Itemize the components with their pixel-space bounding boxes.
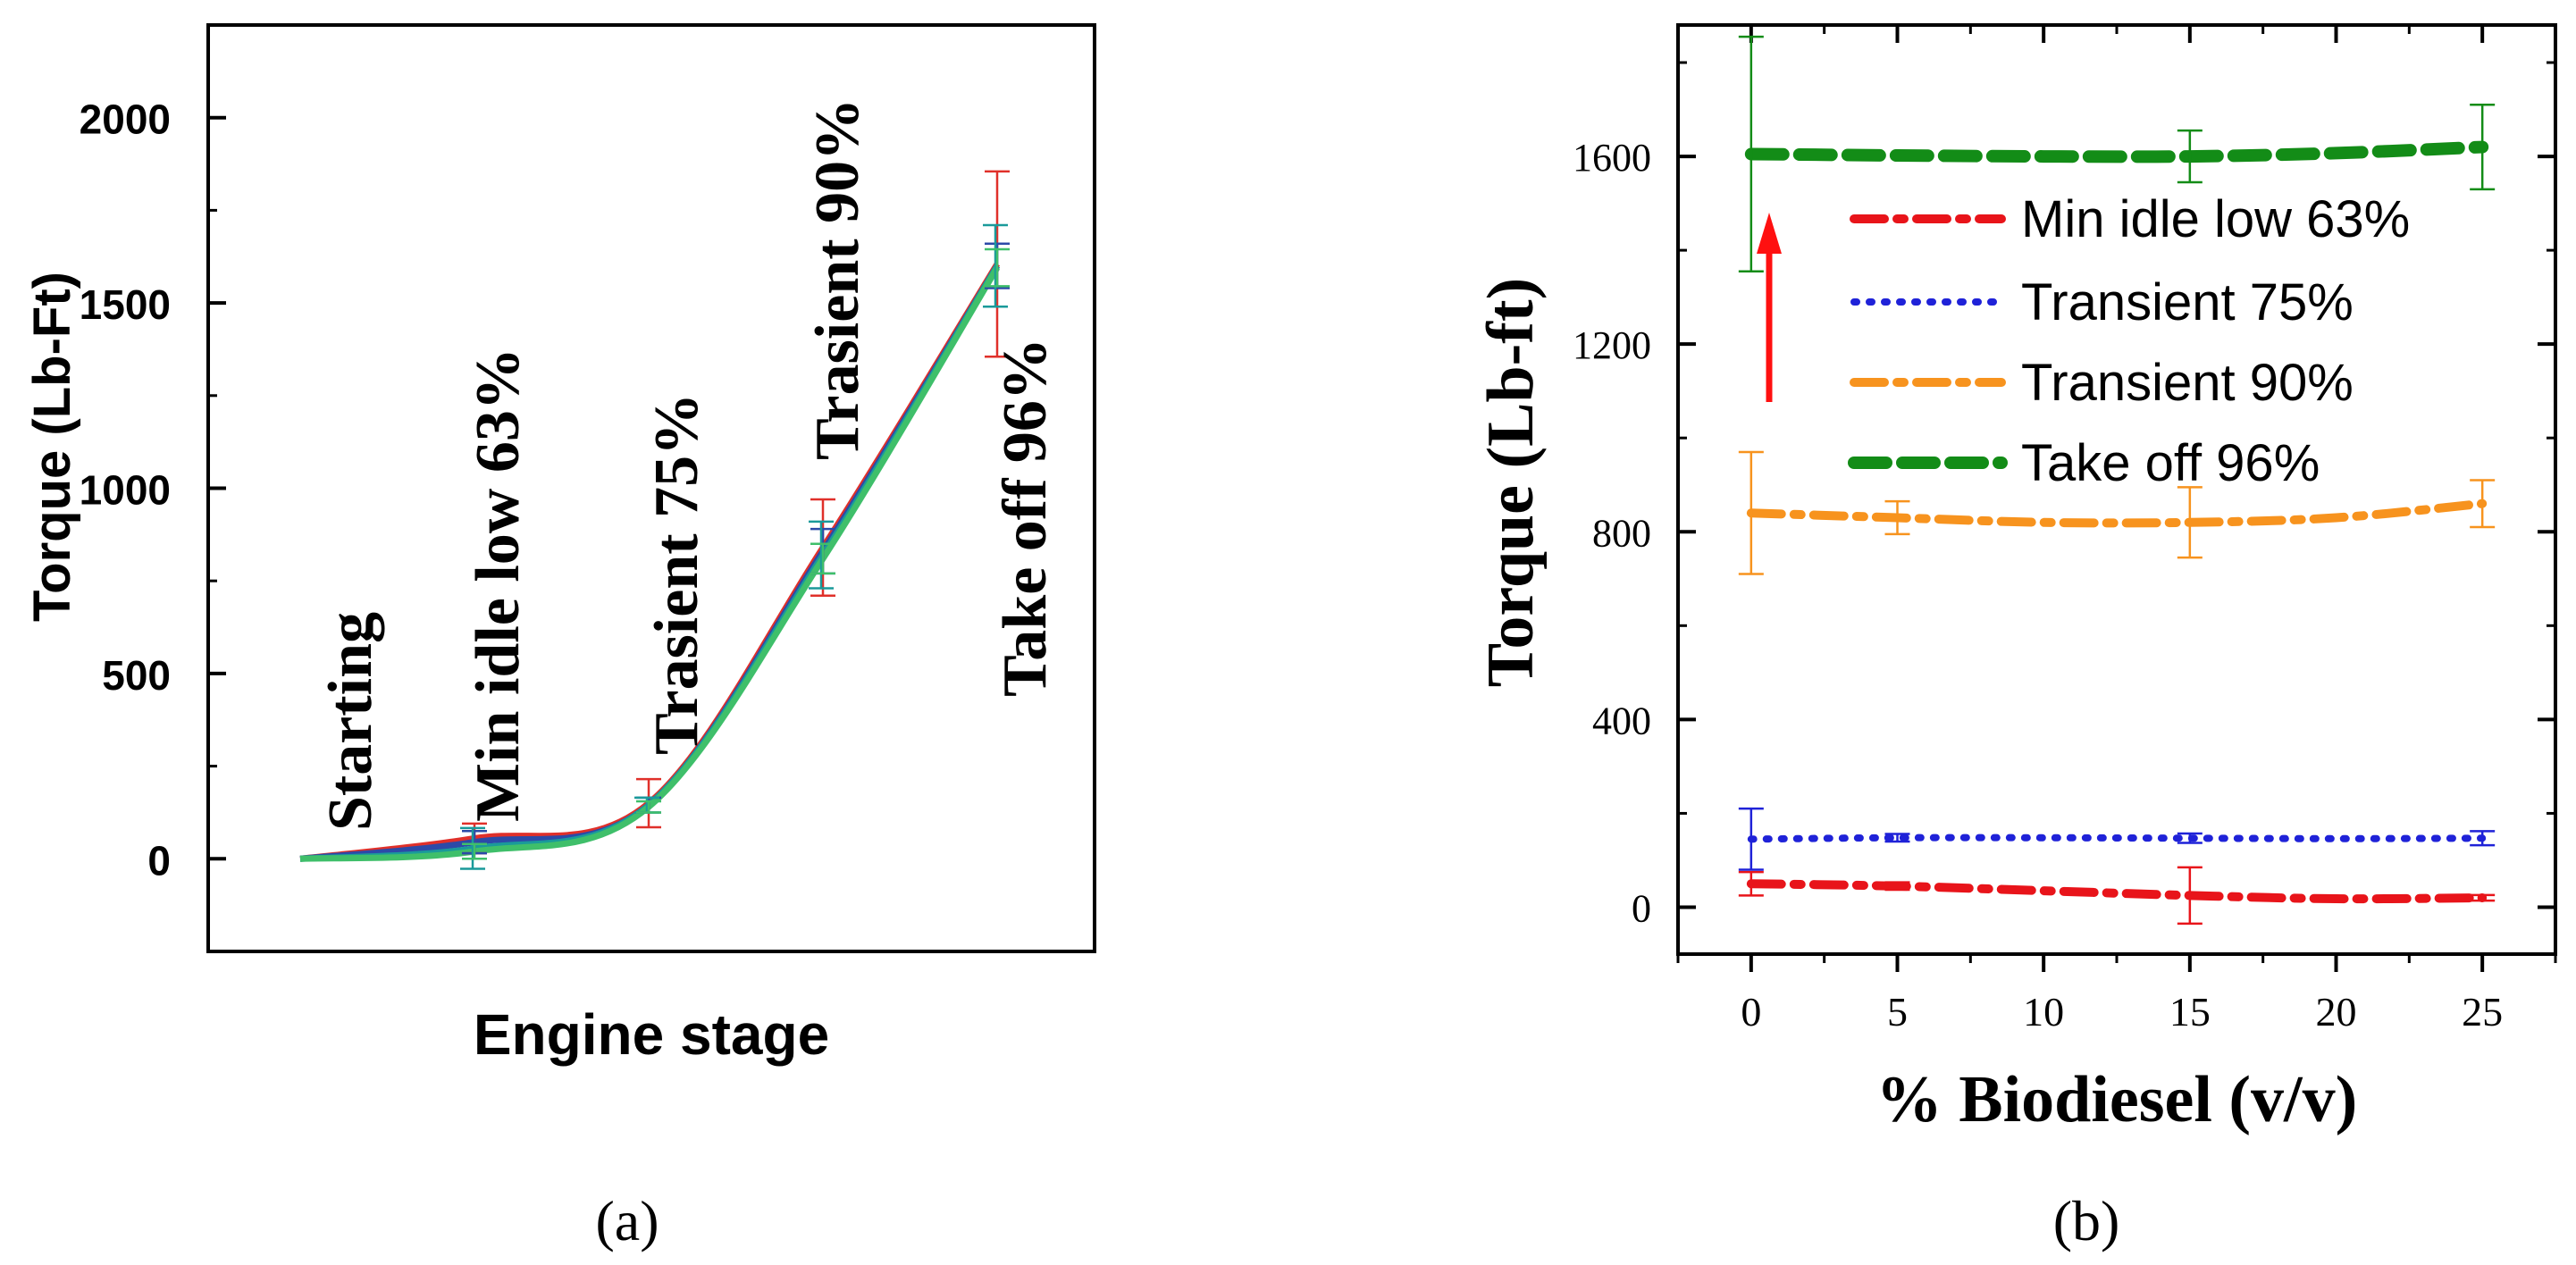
x-tick-label: 15	[2169, 989, 2211, 1035]
y-tick-label: 1000	[80, 467, 171, 514]
panel-b-label: (b)	[2053, 1189, 2120, 1252]
panel-a-error-bars	[460, 170, 1010, 870]
panel-b: 0 400 800 1200 1600 0 5 10 15 20 25 Min idle low 6…	[1474, 23, 2557, 1252]
x-tick-label: 20	[2316, 989, 2357, 1035]
x-tick-label: 5	[1887, 989, 1908, 1035]
category-label: Trasient 90%	[803, 98, 872, 460]
series-line	[299, 265, 1001, 862]
legend-label: Take off 96%	[2021, 434, 2320, 492]
y-tick-label: 1500	[80, 281, 171, 328]
legend-label: Transient 90%	[2021, 354, 2354, 412]
panel-a-y-ticks: 0 500 1000 1500 2000	[80, 23, 226, 953]
panel-a-x-axis-label: Engine stage	[474, 1002, 829, 1067]
y-tick-label: 1600	[1573, 136, 1651, 180]
y-tick-label: 1200	[1573, 323, 1651, 367]
x-tick-label: 25	[2462, 989, 2503, 1035]
panel-a-series	[299, 262, 1001, 862]
legend-label: Transient 75%	[2021, 273, 2354, 331]
y-tick-label: 800	[1592, 511, 1651, 555]
category-label: Trasient 75%	[642, 393, 711, 755]
panel-b-x-axis-label: % Biodiesel (v/v)	[1876, 1063, 2358, 1136]
panel-b-legend: Min idle low 63% Transient 75% Transient 9…	[1848, 190, 2410, 492]
series-line	[1746, 498, 2488, 528]
panel-a-label: (a)	[595, 1189, 659, 1252]
series-line	[1746, 879, 2488, 904]
panel-a-category-labels: Starting Min idle low 63% Trasient 75% Tras…	[316, 98, 1060, 831]
legend-label: Min idle low 63%	[2021, 190, 2410, 248]
panel-b-arrow-annotation	[1757, 213, 1782, 402]
panel-a-y-axis-label: Torque (Lb-Ft)	[23, 272, 81, 622]
category-label: Min idle low 63%	[464, 348, 533, 822]
y-tick-label: 0	[147, 837, 171, 884]
y-tick-label: 500	[102, 652, 171, 699]
panel-b-y-axis-label: Torque (Lb-ft)	[1474, 278, 1548, 687]
panel-a: 0 500 1000 1500 2000 Starting Min idle low 63…	[23, 23, 1096, 1252]
x-tick-label: 0	[1741, 989, 1761, 1035]
panel-b-series	[1744, 140, 2489, 904]
y-tick-label: 2000	[80, 96, 171, 143]
series-line	[1744, 140, 2489, 163]
panel-b-error-bars	[1738, 35, 2496, 926]
y-tick-label: 0	[1632, 886, 1651, 930]
category-label: Take off 96%	[991, 338, 1060, 697]
y-tick-label: 400	[1592, 699, 1651, 742]
series-line	[1747, 834, 2487, 843]
category-label: Starting	[316, 612, 385, 831]
arrow-head	[1757, 213, 1782, 254]
panel-b-ticks: 0 400 800 1200 1600 0 5 10 15 20 25	[1573, 25, 2557, 1035]
x-tick-label: 10	[2023, 989, 2064, 1035]
